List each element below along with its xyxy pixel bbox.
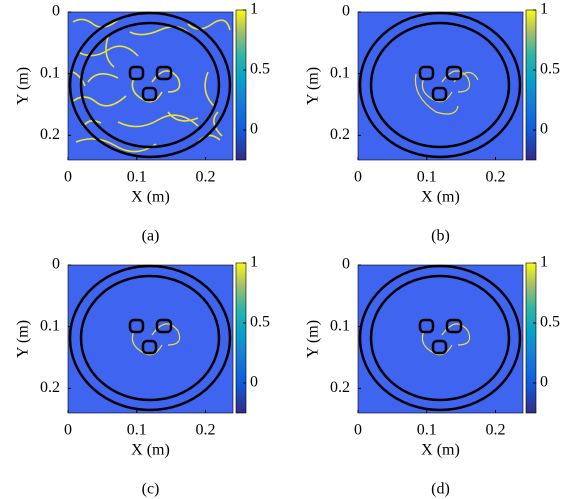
x-tick-label: 0	[354, 422, 362, 439]
colorbar-tick-label: 1	[250, 254, 258, 271]
y-axis-label: Y (m)	[15, 67, 32, 105]
x-tick-label: 0.2	[486, 169, 506, 186]
colorbar	[236, 263, 246, 413]
caption: (c)	[142, 481, 160, 498]
panel: 0 0.1 0.2 0 0.1 0.2 X (m) Y (m) (d) 0 0.5 1	[305, 254, 560, 498]
y-axis-label: Y (m)	[15, 320, 32, 358]
colorbar-tick-label: 0.5	[250, 61, 270, 78]
x-axis-label: X (m)	[421, 442, 460, 459]
x-tick-label: 0.1	[417, 422, 437, 439]
x-axis-label: X (m)	[131, 189, 170, 206]
colorbar-tick-label: 1	[540, 1, 548, 18]
y-tick-label: 0	[52, 3, 60, 20]
y-tick-label: 0.2	[40, 379, 60, 396]
x-tick-label: 0.2	[196, 422, 216, 439]
colorbar-tick-label: 1	[250, 1, 258, 18]
x-tick-label: 0	[64, 422, 72, 439]
x-tick-label: 0.1	[127, 422, 147, 439]
y-tick-label: 0.1	[40, 317, 60, 334]
y-tick-label: 0	[52, 256, 60, 273]
x-tick-label: 0	[64, 169, 72, 186]
colorbar-tick-label: 1	[540, 254, 548, 271]
y-tick-label: 0	[342, 256, 350, 273]
colorbar-tick-label: 0.5	[250, 314, 270, 331]
caption: (a)	[142, 228, 160, 245]
y-axis-label: Y (m)	[305, 67, 322, 105]
x-axis-label: X (m)	[131, 442, 170, 459]
colorbar-tick-label: 0	[540, 121, 548, 138]
colorbar-tick-label: 0	[250, 121, 258, 138]
y-tick-label: 0.1	[40, 64, 60, 81]
colorbar-tick-label: 0	[540, 374, 548, 391]
x-tick-label: 0.1	[127, 169, 147, 186]
x-tick-label: 0.2	[196, 169, 216, 186]
caption: (b)	[431, 228, 450, 245]
colorbar	[526, 263, 536, 413]
y-tick-label: 0.1	[330, 317, 350, 334]
colorbar-tick-label: 0.5	[540, 314, 560, 331]
y-axis-label: Y (m)	[305, 320, 322, 358]
colorbar-tick-label: 0	[250, 374, 258, 391]
panel: 0 0.1 0.2 0 0.1 0.2 X (m) Y (m) (a) 0 0.5 1	[15, 1, 270, 245]
colorbar-tick-label: 0.5	[540, 61, 560, 78]
y-tick-label: 0	[342, 3, 350, 20]
x-tick-label: 0.1	[417, 169, 437, 186]
y-tick-label: 0.2	[330, 126, 350, 143]
caption: (d)	[431, 481, 450, 498]
x-tick-label: 0.2	[486, 422, 506, 439]
panel: 0 0.1 0.2 0 0.1 0.2 X (m) Y (m) (b) 0 0.5 1	[305, 1, 560, 245]
x-tick-label: 0	[354, 169, 362, 186]
colorbar	[236, 10, 246, 160]
panel: 0 0.1 0.2 0 0.1 0.2 X (m) Y (m) (c) 0 0.5 1	[15, 254, 270, 498]
y-tick-label: 0.2	[330, 379, 350, 396]
figure: 00.10.200.10.2X (m)Y (m)(a)00.5100.10.20…	[0, 0, 574, 499]
y-tick-label: 0.2	[40, 126, 60, 143]
colorbar	[526, 10, 536, 160]
x-axis-label: X (m)	[421, 189, 460, 206]
y-tick-label: 0.1	[330, 64, 350, 81]
